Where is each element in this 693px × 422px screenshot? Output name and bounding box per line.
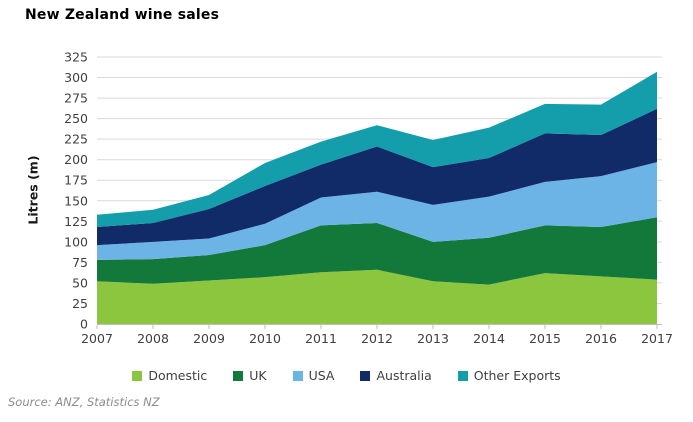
legend: Domestic UK USA Australia Other Exports — [0, 368, 693, 383]
legend-label: Domestic — [148, 368, 208, 383]
area-australia — [97, 108, 657, 246]
legend-item-australia: Australia — [360, 368, 432, 383]
legend-item-usa: USA — [292, 368, 335, 383]
y-tick-label: 25 — [72, 296, 88, 311]
y-tick-label: 125 — [64, 214, 88, 229]
area-other-exports — [97, 71, 657, 228]
y-tick-label: 75 — [72, 255, 88, 270]
x-tick-label: 2014 — [473, 331, 505, 346]
y-tick-label: 325 — [64, 50, 88, 65]
area-domestic — [97, 269, 657, 324]
source-note: Source: ANZ, Statistics NZ — [8, 395, 160, 409]
x-tick-label: 2015 — [529, 331, 561, 346]
legend-swatch-icon — [457, 370, 468, 381]
legend-item-domestic: Domestic — [132, 368, 207, 383]
y-tick-label: 250 — [64, 111, 88, 126]
x-tick-label: 2013 — [417, 331, 449, 346]
y-tick-label: 50 — [72, 275, 88, 290]
legend-item-other-exports: Other Exports — [457, 368, 561, 383]
x-tick-label: 2017 — [641, 331, 673, 346]
area-usa — [97, 162, 657, 260]
legend-label: Other Exports — [473, 368, 561, 383]
y-tick-label: 300 — [64, 70, 88, 85]
x-tick-label: 2011 — [305, 331, 337, 346]
legend-swatch-icon — [233, 370, 244, 381]
x-tick-label: 2008 — [137, 331, 169, 346]
y-tick-label: 0 — [80, 317, 88, 332]
legend-swatch-icon — [132, 370, 143, 381]
chart-title: New Zealand wine sales — [25, 7, 220, 23]
y-tick-label: 225 — [64, 132, 88, 147]
y-tick-label: 200 — [64, 152, 88, 167]
legend-label: USA — [308, 368, 335, 383]
y-tick-label: 100 — [64, 234, 88, 249]
x-tick-label: 2007 — [81, 331, 113, 346]
legend-swatch-icon — [360, 370, 371, 381]
y-tick-label: 150 — [64, 193, 88, 208]
legend-label: Australia — [376, 368, 432, 383]
y-tick-label: 175 — [64, 173, 88, 188]
x-tick-label: 2009 — [193, 331, 225, 346]
legend-label: UK — [249, 368, 267, 383]
y-tick-label: 275 — [64, 91, 88, 106]
legend-item-uk: UK — [233, 368, 267, 383]
x-tick-label: 2012 — [361, 331, 393, 346]
area-uk — [97, 217, 657, 285]
x-tick-label: 2016 — [585, 331, 617, 346]
legend-swatch-icon — [292, 370, 303, 381]
x-tick-label: 2010 — [249, 331, 281, 346]
